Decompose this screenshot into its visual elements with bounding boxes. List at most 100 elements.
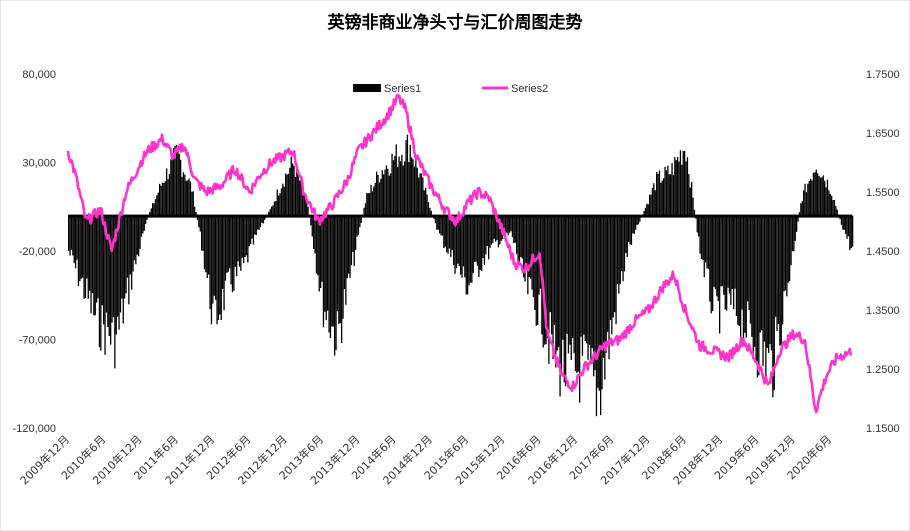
series1-bar xyxy=(139,215,141,249)
series1-bar xyxy=(586,215,588,344)
series1-bar xyxy=(146,215,148,220)
series1-bar xyxy=(306,199,308,216)
series1-bar xyxy=(801,201,803,216)
series1-bar xyxy=(670,174,672,216)
series1-bar xyxy=(800,203,802,216)
series1-bar xyxy=(467,215,469,295)
series1-bar xyxy=(168,173,171,216)
series1-bar xyxy=(105,215,108,313)
series1-bar xyxy=(276,189,278,216)
series1-bar xyxy=(240,215,242,271)
series1-bar xyxy=(422,177,424,216)
series1-bar xyxy=(775,215,777,317)
series1-bar xyxy=(152,203,154,216)
series1-bar xyxy=(623,215,626,272)
series1-bar xyxy=(506,215,508,233)
series1-bar xyxy=(716,215,718,297)
series1-bar xyxy=(569,215,571,345)
series1-bar xyxy=(846,215,848,239)
series1-bar xyxy=(369,192,371,216)
series1-bar xyxy=(262,215,264,224)
series1-bar xyxy=(490,215,493,245)
series1-bar xyxy=(444,215,446,247)
series1-bar xyxy=(698,215,700,237)
series1-bar xyxy=(625,215,627,254)
series1-bar xyxy=(80,215,82,279)
series1-bar xyxy=(271,206,273,216)
series1-bar xyxy=(786,215,788,297)
series1-bar xyxy=(527,215,529,295)
series1-bar xyxy=(251,215,253,239)
series1-bar xyxy=(556,215,558,351)
series1-bar xyxy=(237,215,239,262)
series1-bar xyxy=(530,215,532,279)
series1-bar xyxy=(560,215,563,373)
series1-bar xyxy=(510,215,512,232)
series1-bar xyxy=(342,215,344,319)
series1-bar xyxy=(301,186,304,216)
series1-bar xyxy=(418,177,420,216)
series1-bar xyxy=(205,215,207,273)
series1-bar xyxy=(287,173,290,216)
series1-bar xyxy=(82,215,84,278)
series1-bar xyxy=(229,215,231,269)
series1-bar xyxy=(446,215,448,253)
series1-bar xyxy=(783,215,785,292)
series1-bar xyxy=(454,215,456,274)
series1-bar xyxy=(427,202,430,216)
series1-bar xyxy=(177,146,179,216)
series1-bar xyxy=(300,178,302,216)
series1-bar xyxy=(97,215,99,299)
series1-bar xyxy=(450,215,452,257)
series1-bar xyxy=(794,215,796,241)
series1-bar xyxy=(780,215,782,345)
series1-bar xyxy=(493,215,495,239)
series1-bar xyxy=(201,215,203,251)
series1-bar xyxy=(440,215,442,236)
series1-bar xyxy=(600,215,602,416)
series1-bar xyxy=(759,215,761,333)
series1-bar xyxy=(133,215,136,261)
series1-bar xyxy=(668,174,670,216)
series1-bar xyxy=(559,215,561,397)
series1-bar xyxy=(672,175,675,216)
series1-bar xyxy=(685,161,687,216)
series1-bar xyxy=(475,215,477,262)
left-tick-label: 80,000 xyxy=(22,69,56,81)
series1-bar xyxy=(598,215,600,391)
series1-bar xyxy=(632,215,634,234)
series1-bar xyxy=(84,215,87,298)
series1-bar xyxy=(479,215,481,270)
series1-bar xyxy=(115,215,117,335)
series1-bar xyxy=(614,215,616,313)
series1-bar xyxy=(679,150,682,216)
series1-bar xyxy=(684,150,686,216)
series1-bar xyxy=(628,215,630,242)
chart-title: 英镑非商业净头寸与汇价周图走势 xyxy=(328,12,583,33)
series1-bar xyxy=(180,159,182,216)
series1-bar xyxy=(349,215,351,278)
series1-bar xyxy=(661,180,663,216)
series1-bar xyxy=(199,215,201,232)
series1-bar xyxy=(818,175,820,216)
series1-bar xyxy=(404,161,406,216)
series1-bar xyxy=(678,161,680,216)
series1-bar xyxy=(376,171,378,216)
series1-bar xyxy=(525,215,528,270)
series1-bar xyxy=(654,190,656,216)
series1-bar xyxy=(202,215,204,251)
series1-bar xyxy=(793,215,795,252)
left-tick-label: -20,000 xyxy=(19,246,56,258)
left-axis: -120,000 -70,000 -20,000 30,000 80,000 xyxy=(13,69,56,435)
series1-bar xyxy=(714,215,717,290)
series1-bar xyxy=(406,134,409,216)
series1-bar xyxy=(131,215,133,290)
series1-bar xyxy=(492,215,494,244)
series1-bar xyxy=(307,206,309,216)
series1-bar xyxy=(184,174,186,216)
series1-bar xyxy=(391,153,393,216)
series1-bar xyxy=(244,215,246,257)
series1-bar xyxy=(310,215,312,226)
series1-bar xyxy=(434,215,437,224)
series1-bar xyxy=(699,215,701,254)
